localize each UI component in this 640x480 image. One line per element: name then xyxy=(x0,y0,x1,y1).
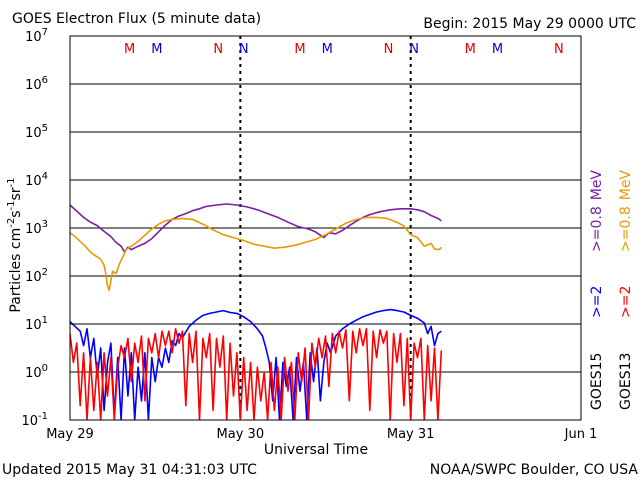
y-tick-labels: 107 106 105 104 103 102 101 100 10-1 xyxy=(21,27,76,429)
marker-7: N xyxy=(409,42,419,57)
marker-5: M xyxy=(322,42,333,57)
marker-3: N xyxy=(239,42,249,57)
legend-goes15-08mev: >=0.8MeV xyxy=(589,170,605,252)
y-tick-label-8: 10-1 xyxy=(21,411,48,429)
x-axis-label: Universal Time xyxy=(264,442,368,458)
legend-goes15: GOES15 xyxy=(589,353,605,410)
x-tick-labels: May 29 May 30 May 31 Jun 1 xyxy=(46,427,597,442)
marker-10: N xyxy=(554,42,564,57)
credit-line: NOAA/SWPC Boulder, CO USA xyxy=(430,462,639,478)
updated-timestamp: Updated 2015 May 31 04:31:03 UTC xyxy=(2,462,257,478)
x-tick-label-2: May 31 xyxy=(387,427,435,442)
legend-goes13-2mev: >=2 xyxy=(618,286,634,318)
begin-label: Begin: 2015 May 29 0000 UTC xyxy=(423,16,636,32)
x-tick-label-0: May 29 xyxy=(46,427,94,442)
y-axis-label: Particles cm-2s-1sr-1 xyxy=(6,177,24,312)
series-line-3 xyxy=(70,327,443,420)
legend-goes15-2mev: >=2 xyxy=(589,286,605,318)
legend-goes13: GOES13 xyxy=(618,353,634,410)
right-legend: GOES15 >=2 >=0.8MeV GOES13 >=2 >=0.8MeV xyxy=(589,170,634,410)
chart-title: GOES Electron Flux (5 minute data) xyxy=(12,11,261,27)
marker-0: M xyxy=(124,42,135,57)
marker-8: M xyxy=(465,42,476,57)
x-tick-label-3: Jun 1 xyxy=(564,427,598,442)
y-tick-label-2: 105 xyxy=(25,123,48,141)
y-tick-label-4: 103 xyxy=(25,219,48,237)
series-line-0 xyxy=(70,203,442,253)
marker-1: M xyxy=(151,42,162,57)
y-tick-label-1: 106 xyxy=(25,75,48,93)
marker-4: M xyxy=(294,42,305,57)
y-tick-label-3: 104 xyxy=(25,171,48,189)
y-tick-label-6: 101 xyxy=(25,315,48,333)
series-line-1 xyxy=(70,216,442,292)
series-line-2 xyxy=(70,308,442,420)
y-tick-label-5: 102 xyxy=(25,267,48,285)
marker-9: M xyxy=(492,42,503,57)
series-group xyxy=(70,203,443,420)
legend-goes13-08mev: >=0.8MeV xyxy=(618,170,634,252)
y-tick-label-0: 107 xyxy=(25,27,48,45)
x-tick-label-1: May 30 xyxy=(217,427,265,442)
y-tick-label-7: 100 xyxy=(25,363,48,381)
marker-2: N xyxy=(213,42,223,57)
marker-6: N xyxy=(384,42,394,57)
